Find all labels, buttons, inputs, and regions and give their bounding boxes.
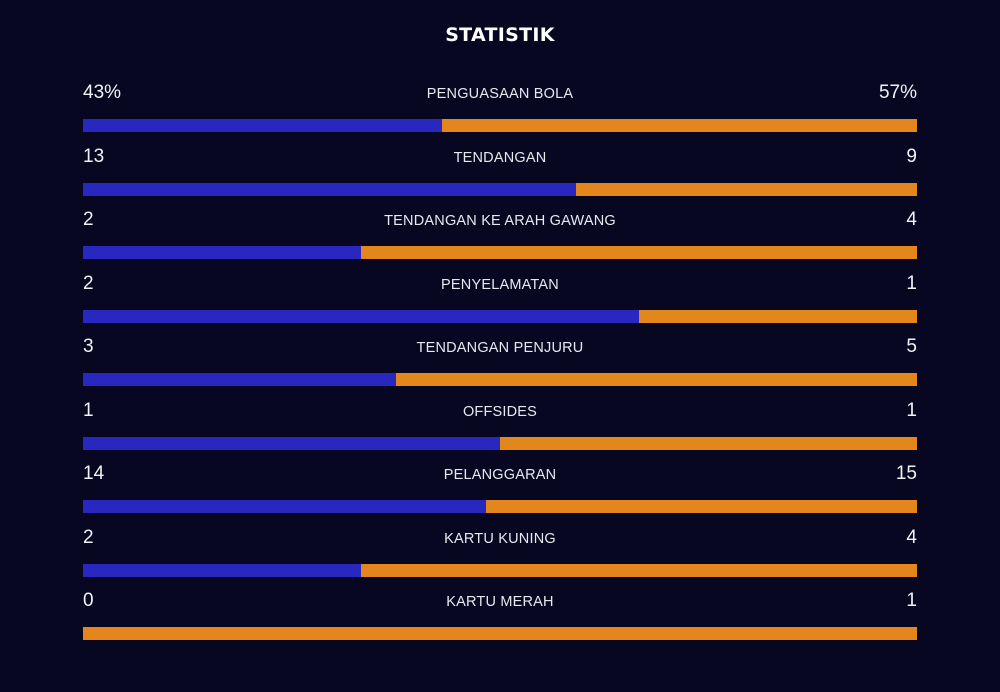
home-value: 2 [83, 526, 94, 548]
stat-bar [83, 436, 917, 450]
stat-label: TENDANGAN KE ARAH GAWANG [384, 213, 616, 229]
home-bar-segment [83, 373, 396, 386]
stat-bar [83, 373, 917, 386]
home-bar-segment [83, 500, 486, 513]
home-value: 3 [83, 336, 94, 357]
stat-row-header: 1 OFFSIDES 1 [83, 398, 917, 426]
away-bar-segment [500, 436, 917, 450]
stat-row-corners: 3 TENDANGAN PENJURU 5 [83, 334, 917, 398]
stat-label: KARTU MERAH [446, 594, 554, 610]
away-bar-segment [441, 119, 917, 132]
stat-row-yellow-cards: 2 KARTU KUNING 4 [83, 525, 917, 589]
home-value: 13 [83, 145, 105, 167]
stat-bar [83, 563, 917, 577]
home-bar-segment [83, 563, 361, 577]
stat-row-fouls: 14 PELANGGARAN 15 [83, 461, 917, 525]
away-value: 4 [906, 526, 917, 548]
away-bar-segment [83, 627, 917, 640]
home-bar-segment [83, 182, 576, 196]
stats-list: 43% PENGUASAAN BOLA 57% 13 TENDANGAN 9 2… [83, 80, 917, 652]
stat-bar [83, 119, 917, 132]
stat-row-header: 43% PENGUASAAN BOLA 57% [83, 80, 917, 108]
home-value: 1 [83, 399, 94, 421]
stat-row-header: 2 KARTU KUNING 4 [83, 525, 917, 553]
away-bar-segment [360, 246, 917, 259]
stat-row-red-cards: 0 KARTU MERAH 1 [83, 588, 917, 652]
stat-bar [83, 246, 917, 259]
away-value: 1 [906, 590, 917, 611]
home-bar-segment [83, 436, 500, 450]
home-value: 43% [83, 82, 122, 103]
stat-row-offsides: 1 OFFSIDES 1 [83, 398, 917, 462]
away-value: 1 [906, 399, 917, 421]
away-bar-segment [575, 182, 917, 196]
stat-row-shots-on-target: 2 TENDANGAN KE ARAH GAWANG 4 [83, 207, 917, 271]
away-bar-segment [638, 309, 917, 323]
home-bar-segment [83, 119, 442, 132]
away-value: 5 [906, 336, 917, 357]
stat-bar [83, 500, 917, 513]
home-value: 2 [83, 272, 94, 294]
stat-label: PENYELAMATAN [441, 276, 559, 293]
home-value: 0 [83, 590, 94, 611]
stat-row-header: 14 PELANGGARAN 15 [83, 461, 917, 489]
home-bar-segment [83, 246, 361, 259]
stat-row-header: 2 TENDANGAN KE ARAH GAWANG 4 [83, 207, 917, 235]
stat-label: TENDANGAN [453, 149, 547, 166]
stat-label: PELANGGARAN [443, 467, 557, 483]
stat-bar [83, 309, 917, 323]
stat-label: OFFSIDES [462, 403, 538, 420]
stat-row-header: 3 TENDANGAN PENJURU 5 [83, 334, 917, 362]
stat-row-possession: 43% PENGUASAAN BOLA 57% [83, 80, 917, 144]
stat-bar [83, 182, 917, 196]
home-value: 2 [83, 209, 94, 230]
home-bar-segment [83, 309, 639, 323]
stat-label: PENGUASAAN BOLA [426, 86, 574, 102]
stat-row-header: 13 TENDANGAN 9 [83, 144, 917, 172]
away-value: 57% [878, 82, 917, 103]
away-bar-segment [395, 373, 917, 386]
away-value: 4 [906, 209, 917, 230]
away-value: 9 [906, 145, 917, 167]
away-bar-segment [360, 563, 917, 577]
stat-row-header: 2 PENYELAMATAN 1 [83, 271, 917, 299]
stat-row-shots: 13 TENDANGAN 9 [83, 144, 917, 208]
stat-row-saves: 2 PENYELAMATAN 1 [83, 271, 917, 335]
home-value: 14 [83, 463, 105, 484]
away-value: 15 [895, 463, 917, 484]
statistics-title: STATISTIK [445, 24, 555, 46]
stat-label: TENDANGAN PENJURU [416, 340, 584, 356]
stat-label: KARTU KUNING [444, 530, 556, 547]
away-bar-segment [485, 500, 917, 513]
stat-bar [83, 627, 917, 640]
stat-row-header: 0 KARTU MERAH 1 [83, 588, 917, 616]
away-value: 1 [906, 272, 917, 294]
